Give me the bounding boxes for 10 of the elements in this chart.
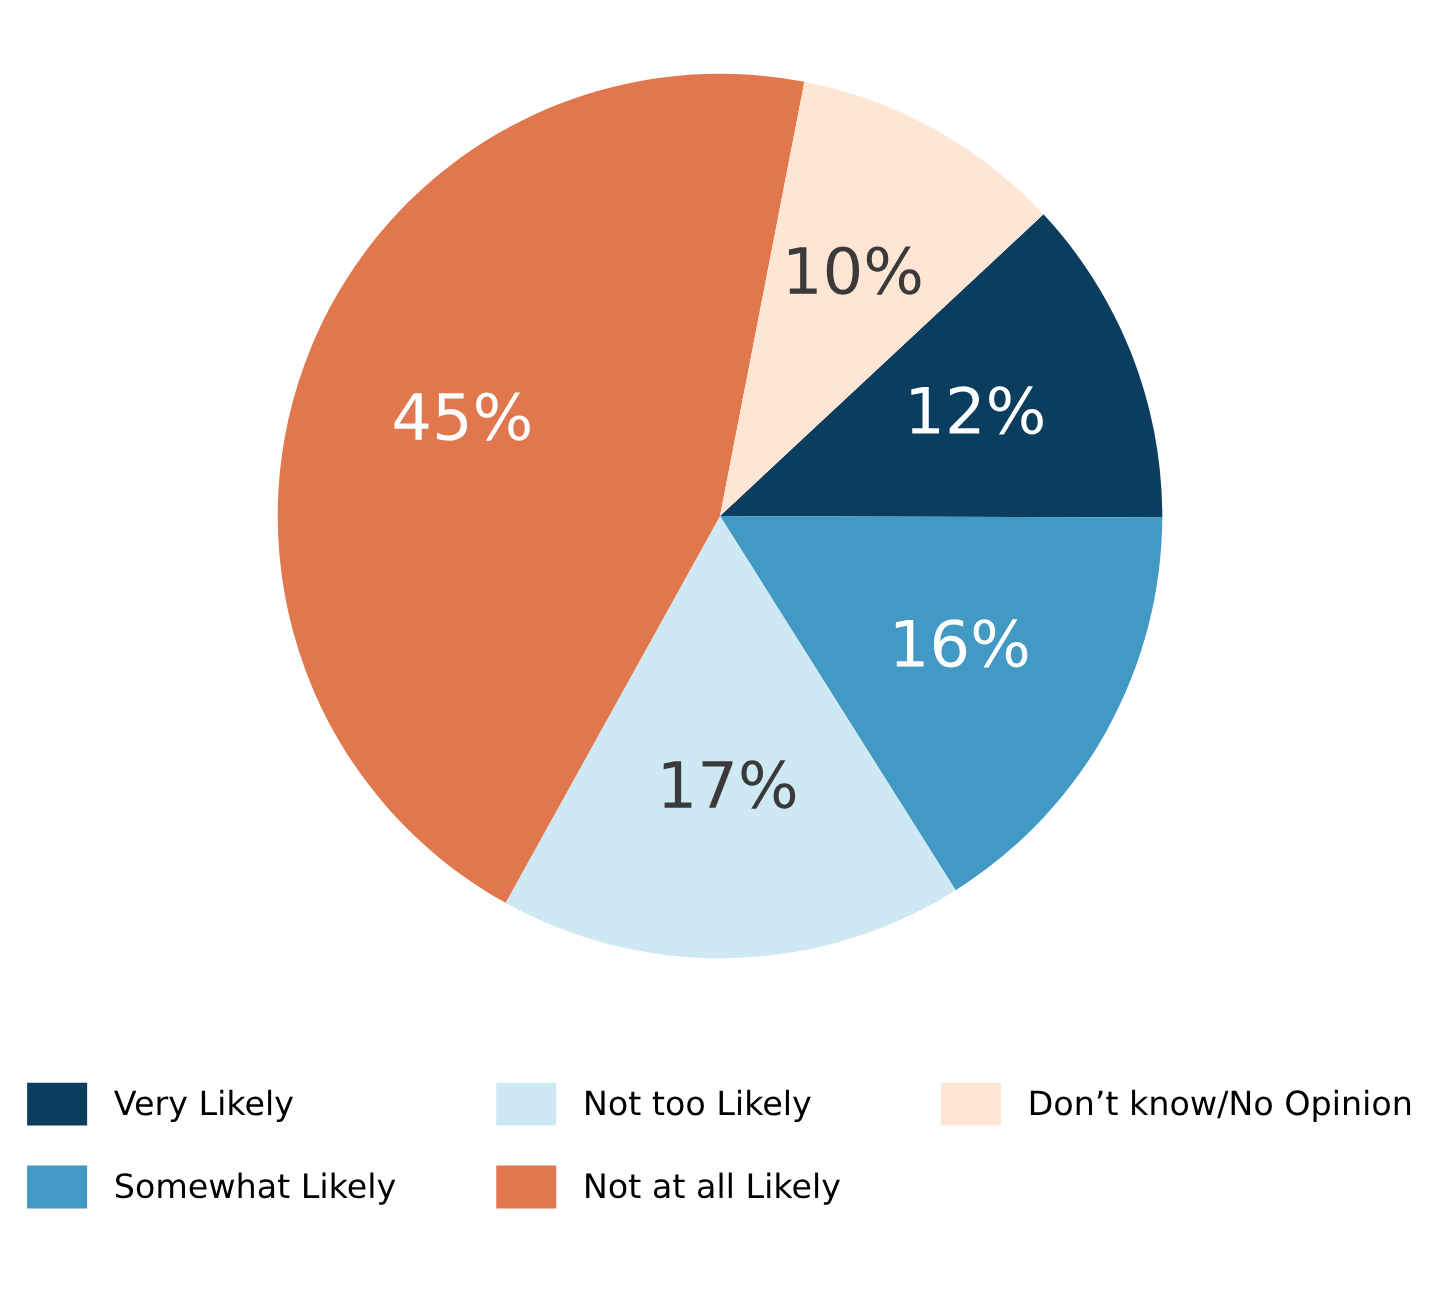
legend-label: Very Likely bbox=[114, 1089, 293, 1122]
data-label: 10% bbox=[788, 246, 921, 295]
data-label: 45% bbox=[394, 392, 530, 441]
legend-label: Don’t know/No Opinion bbox=[1030, 1089, 1411, 1122]
data-label: 12% bbox=[911, 386, 1043, 435]
legend-label: Not too Likely bbox=[586, 1089, 811, 1122]
data-label: 16% bbox=[895, 619, 1028, 668]
legend-label: Somewhat Likely bbox=[115, 1172, 396, 1205]
data-label: 17% bbox=[663, 760, 796, 809]
legend-label: Not at all Likely bbox=[586, 1172, 840, 1205]
